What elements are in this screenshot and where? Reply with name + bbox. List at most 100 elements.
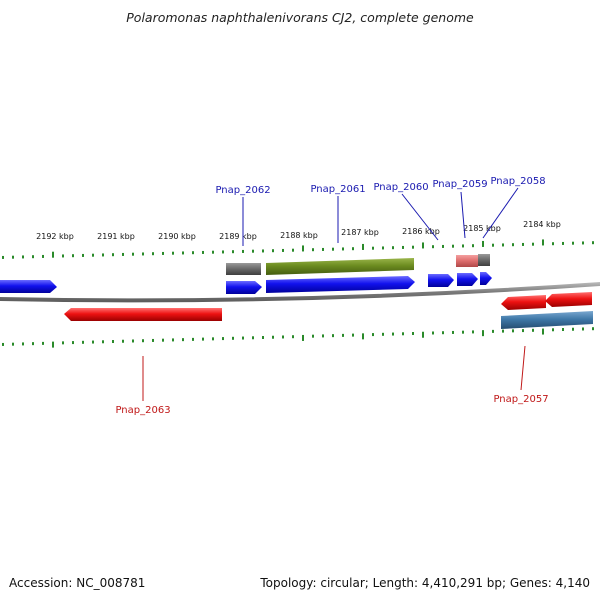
minor-tick <box>282 335 284 339</box>
genome-backbone <box>0 282 600 303</box>
minor-tick <box>172 251 174 255</box>
minor-tick <box>272 335 274 339</box>
cds-forward-pnap-2058[interactable] <box>480 272 492 285</box>
minor-tick <box>342 247 344 251</box>
minor-tick <box>22 342 24 346</box>
minor-tick <box>42 254 44 258</box>
minor-tick <box>122 339 124 343</box>
feature-salmon-block[interactable] <box>456 255 478 267</box>
minor-tick <box>312 248 314 252</box>
minor-tick <box>522 242 524 246</box>
minor-tick <box>582 327 584 331</box>
minor-tick <box>432 331 434 335</box>
minor-tick <box>242 249 244 253</box>
minor-tick <box>442 331 444 335</box>
feature-steel-block[interactable] <box>501 311 593 329</box>
minor-tick <box>282 248 284 252</box>
minor-tick <box>92 340 94 344</box>
minor-tick <box>582 241 584 245</box>
minor-tick <box>382 332 384 336</box>
minor-tick <box>212 337 214 341</box>
minor-tick <box>172 338 174 342</box>
minor-tick <box>292 248 294 252</box>
minor-tick <box>452 244 454 248</box>
leader-pnap-2059 <box>460 191 466 239</box>
minor-tick <box>562 328 564 332</box>
minor-tick <box>372 333 374 337</box>
scale-label: 2190 kbp <box>158 232 196 241</box>
minor-tick <box>562 241 564 245</box>
minor-tick <box>472 244 474 248</box>
major-tick <box>52 251 54 258</box>
scale-ticks-bottom <box>2 327 594 348</box>
gene-label-pnap-2057[interactable]: Pnap_2057 <box>493 394 548 405</box>
major-tick <box>52 341 54 348</box>
minor-tick <box>532 242 534 246</box>
major-tick <box>302 245 304 252</box>
minor-tick <box>202 337 204 341</box>
major-tick <box>542 328 544 335</box>
minor-tick <box>312 334 314 338</box>
scale-label: 2187 kbp <box>341 228 379 237</box>
minor-tick <box>342 333 344 337</box>
minor-tick <box>182 338 184 342</box>
leader-pnap-2057 <box>520 345 526 391</box>
major-tick <box>362 243 364 250</box>
scale-label: 2185 kbp <box>463 224 501 233</box>
minor-tick <box>122 252 124 256</box>
minor-tick <box>252 249 254 253</box>
major-tick <box>482 240 484 247</box>
minor-tick <box>222 250 224 254</box>
minor-tick <box>572 241 574 245</box>
gene-label-pnap-2058[interactable]: Pnap_2058 <box>490 176 545 187</box>
minor-tick <box>32 342 34 346</box>
minor-tick <box>232 336 234 340</box>
feature-olive-block[interactable] <box>266 258 414 275</box>
cds-forward-pnap-2062[interactable] <box>226 281 262 294</box>
scale-label: 2188 kbp <box>280 231 318 240</box>
cds-forward-pnap-2061[interactable] <box>266 276 415 293</box>
cds-forward-pnap-2060[interactable] <box>428 274 454 287</box>
gene-label-pnap-2060[interactable]: Pnap_2060 <box>373 182 428 193</box>
minor-tick <box>82 340 84 344</box>
gene-label-pnap-2063[interactable]: Pnap_2063 <box>115 405 170 416</box>
minor-tick <box>532 328 534 332</box>
map-title: Polaromonas naphthalenivorans CJ2, compl… <box>126 10 474 25</box>
gene-label-pnap-2059[interactable]: Pnap_2059 <box>432 179 487 190</box>
label-leaders-top <box>242 187 519 246</box>
feature-gray-block[interactable] <box>226 263 261 275</box>
minor-tick <box>12 342 14 346</box>
cds-forward-left-edge[interactable] <box>0 280 57 293</box>
minor-tick <box>322 334 324 338</box>
cds-reverse-pnap-2057-b[interactable] <box>545 292 592 307</box>
minor-tick <box>72 341 74 345</box>
minor-tick <box>592 241 594 245</box>
minor-tick <box>182 251 184 255</box>
minor-tick <box>62 254 64 258</box>
minor-tick <box>142 252 144 256</box>
topology-text: Topology: circular; Length: 4,410,291 bp… <box>260 576 590 590</box>
minor-tick <box>552 242 554 246</box>
minor-tick <box>552 328 554 332</box>
minor-tick <box>472 330 474 334</box>
gene-label-pnap-2061[interactable]: Pnap_2061 <box>310 184 365 195</box>
cds-reverse-pnap-2057-a[interactable] <box>501 295 546 310</box>
minor-tick <box>232 250 234 254</box>
label-leaders-bottom <box>142 345 526 401</box>
minor-tick <box>392 246 394 250</box>
cds-forward-pnap-2059[interactable] <box>457 273 478 286</box>
minor-tick <box>262 249 264 253</box>
major-tick <box>302 334 304 341</box>
cds-reverse-pnap-2063[interactable] <box>64 308 222 321</box>
major-tick <box>422 331 424 338</box>
minor-tick <box>392 332 394 336</box>
minor-tick <box>72 254 74 258</box>
feature-gray-small[interactable] <box>478 254 490 266</box>
gene-labels-bottom: Pnap_2063 Pnap_2057 <box>115 394 548 416</box>
scale-label: 2192 kbp <box>36 232 74 241</box>
leader-pnap-2060 <box>401 193 439 241</box>
minor-tick <box>212 250 214 254</box>
gene-label-pnap-2062[interactable]: Pnap_2062 <box>215 185 270 196</box>
minor-tick <box>522 329 524 333</box>
